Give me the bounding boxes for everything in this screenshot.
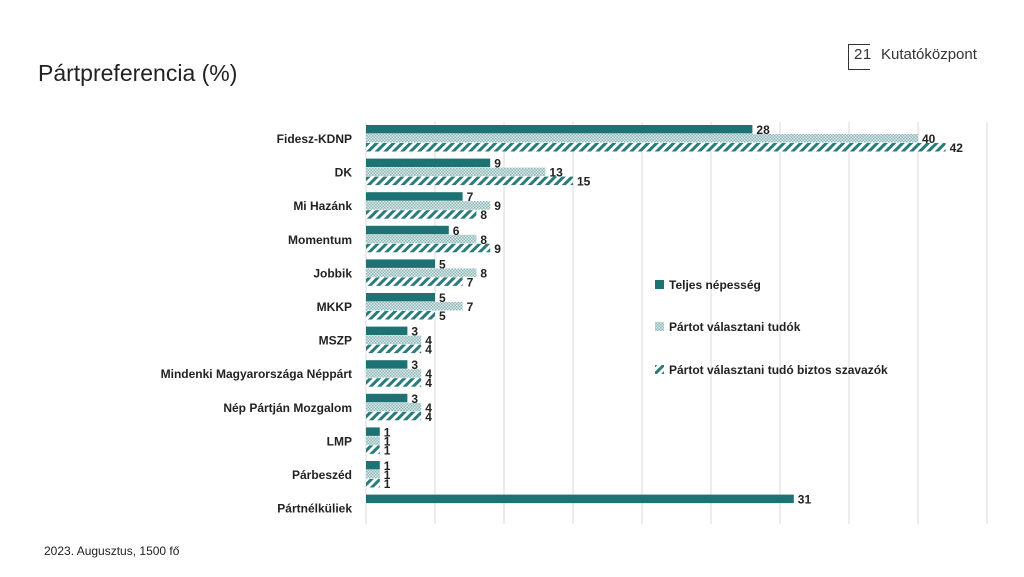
data-label-mindenki-magyarorszaga-neppart-series-2: 4 [425,367,432,381]
bar-lmp-series-3 [366,445,380,454]
data-label-momentum-series-3: 9 [494,242,501,256]
data-label-mszp-series-2: 4 [425,334,432,348]
bar-mkkp-series-2 [366,302,463,311]
legend-label-series-2: Pártot választani tudók [669,320,801,334]
data-label-mkkp-series-3: 5 [439,309,446,323]
bar-mi-hazank-series-3 [366,210,477,219]
bar-nep-partjan-mozgalom-series-2 [366,402,422,412]
data-label-nep-partjan-mozgalom-series-2: 4 [425,401,432,415]
bar-fidesz-kdnp-series-3 [366,143,946,152]
legend-label-series-3: Pártot választani tudó biztos szavazók [669,363,888,377]
data-label-mi-hazank-series-3: 8 [480,208,487,222]
bar-momentum-series-2 [366,234,477,244]
bar-dk-series-3 [366,176,573,186]
category-label-parbeszed: Párbeszéd [292,468,352,482]
bar-jobbik-series-3 [366,277,463,286]
data-label-parbeszed-series-1: 1 [384,459,391,473]
category-label-dk: DK [335,166,353,180]
category-label-mkkp: MKKP [317,300,352,314]
data-label-mindenki-magyarorszaga-neppart-series-3: 4 [425,376,432,390]
bar-fidesz-kdnp-series-2 [366,134,918,143]
data-label-mkkp-series-1: 5 [439,291,446,305]
data-label-nep-partjan-mozgalom-series-1: 3 [411,392,418,406]
bar-mi-hazank-series-2 [366,201,491,210]
category-label-nep-partjan-mozgalom: Nép Pártján Mozgalom [223,401,352,415]
data-label-dk-series-1: 9 [494,157,501,171]
legend-label-series-1: Teljes népesség [669,278,761,292]
data-label-dk-series-2: 13 [549,166,563,180]
data-label-fidesz-kdnp-series-2: 40 [922,132,936,146]
footer-note: 2023. Augusztus, 1500 fő [44,544,180,558]
data-label-mszp-series-3: 4 [425,343,432,357]
data-label-mi-hazank-series-2: 9 [494,199,501,213]
data-label-fidesz-kdnp-series-1: 28 [756,123,770,137]
bar-mi-hazank-series-1 [366,192,463,201]
chart-bars [366,125,946,504]
bar-mindenki-magyarorszaga-neppart-series-1 [366,360,408,369]
data-label-parbeszed-series-3: 1 [384,477,391,491]
chart-title: Pártpreferencia (%) [38,60,238,86]
logo-name: Kutatóközpont [881,46,977,63]
data-label-mkkp-series-2: 7 [467,300,474,314]
bar-mindenki-magyarorszaga-neppart-series-3 [366,378,422,387]
category-label-lmp: LMP [327,434,352,448]
data-label-dk-series-3: 15 [577,175,591,189]
logo-number: 21 [854,46,872,63]
bar-jobbik-series-2 [366,268,477,277]
logo-bracket-icon [848,44,870,70]
data-label-mi-hazank-series-1: 7 [467,190,474,204]
bar-momentum-series-1 [366,225,449,235]
legend-swatch-series-3 [655,365,664,374]
chart-grid [365,122,988,524]
bar-nep-partjan-mozgalom-series-1 [366,393,408,403]
legend-swatch-series-1 [655,280,664,289]
bar-mszp-series-1 [366,326,408,336]
data-label-momentum-series-2: 8 [480,233,487,247]
bar-mszp-series-3 [366,344,422,354]
bar-lmp-series-2 [366,436,380,445]
data-label-lmp-series-3: 1 [384,443,391,457]
bar-nep-partjan-mozgalom-series-3 [366,411,422,421]
bar-jobbik-series-1 [366,259,435,268]
bar-dk-series-1 [366,158,491,168]
bar-mszp-series-2 [366,335,422,345]
legend-swatch-series-2 [655,322,664,331]
category-label-partnelkuliek: Pártnélküliek [277,502,352,516]
bar-momentum-series-3 [366,243,491,253]
bar-lmp-series-1 [366,427,380,436]
chart-legend: Teljes népesség Pártot választani tudók Pá… [655,278,888,377]
data-label-momentum-series-1: 6 [453,224,460,238]
data-label-mszp-series-1: 3 [411,325,418,339]
bar-mkkp-series-3 [366,311,435,320]
data-label-parbeszed-series-2: 1 [384,468,391,482]
data-label-fidesz-kdnp-series-3: 42 [950,141,964,155]
data-label-jobbik-series-3: 7 [467,275,474,289]
category-label-momentum: Momentum [288,233,352,247]
data-label-nep-partjan-mozgalom-series-3: 4 [425,410,432,424]
data-label-lmp-series-2: 1 [384,434,391,448]
bar-mindenki-magyarorszaga-neppart-series-2 [366,369,422,378]
bar-parbeszed-series-3 [366,479,380,488]
data-label-partnelkuliek-series-1: 31 [798,493,812,507]
category-label-mszp: MSZP [319,334,352,348]
bar-parbeszed-series-1 [366,461,380,470]
category-label-fidesz-kdnp: Fidesz-KDNP [277,132,352,146]
data-label-mindenki-magyarorszaga-neppart-series-1: 3 [411,358,418,372]
data-label-jobbik-series-1: 5 [439,257,446,271]
data-label-jobbik-series-2: 8 [480,266,487,280]
category-label-jobbik: Jobbik [313,266,352,280]
bar-dk-series-2 [366,167,546,177]
bar-parbeszed-series-2 [366,470,380,479]
category-label-mindenki-magyarorszaga-neppart: Mindenki Magyarországa Néppárt [161,367,352,381]
bar-fidesz-kdnp-series-1 [366,125,753,134]
data-label-lmp-series-1: 1 [384,425,391,439]
bar-partnelkuliek-series-1 [366,494,794,504]
bar-mkkp-series-1 [366,293,435,302]
category-label-mi-hazank: Mi Hazánk [293,199,352,213]
